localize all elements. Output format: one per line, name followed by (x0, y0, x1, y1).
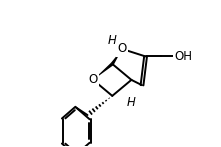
Text: H: H (127, 96, 136, 109)
Text: H: H (108, 34, 117, 47)
Text: OH: OH (174, 50, 192, 63)
Text: O: O (89, 73, 98, 86)
Polygon shape (111, 49, 122, 65)
Text: O: O (118, 42, 127, 56)
Polygon shape (93, 63, 113, 80)
